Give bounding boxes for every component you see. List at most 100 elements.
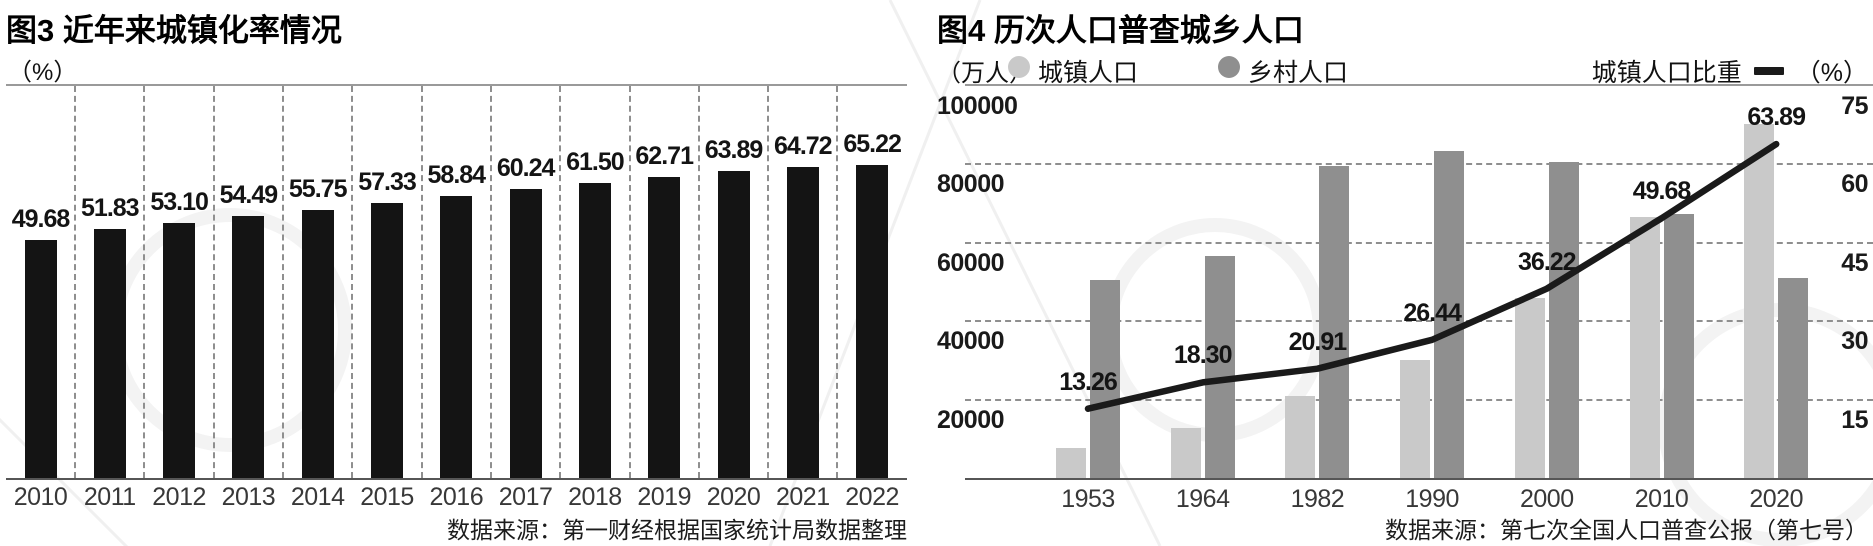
share-value-label: 63.89: [1747, 103, 1806, 132]
share-value-label: 13.26: [1059, 367, 1118, 396]
x-axis-label: 2016: [429, 483, 484, 511]
vgrid-line: [767, 86, 770, 478]
rural-bar-2020: [1778, 278, 1809, 478]
legend-urban-dot: [1008, 56, 1030, 78]
figure3-plot-area: 49.68 51.83 53.10 54.49 55.75 57.33 58.84 60.24…: [6, 84, 907, 480]
x-axis-label: 2011: [83, 483, 136, 511]
bar-2016: [440, 195, 473, 478]
urban-bar-1982: [1285, 395, 1316, 478]
legend-rural-dot: [1218, 56, 1240, 78]
hgrid-line: [965, 241, 1873, 244]
bar-value-label: 58.84: [427, 160, 487, 189]
vgrid-line: [628, 86, 631, 478]
x-axis-label: 2021: [775, 483, 830, 511]
x-axis-label: 2020: [1749, 485, 1803, 513]
figure4-title: 图4 历次人口普查城乡人口: [937, 13, 1304, 48]
x-axis-label: 1964: [1175, 485, 1230, 513]
legend-share-line: 城镇人口比重 （%）: [1592, 53, 1868, 89]
urban-bar-1990: [1400, 360, 1431, 478]
share-value-label: 49.68: [1632, 177, 1692, 206]
bar-2010: [24, 239, 57, 478]
bar-2021: [786, 167, 819, 478]
bar-2019: [648, 177, 681, 478]
figure4-right-axis-unit-label: （%）: [1795, 59, 1868, 87]
legend-urban-label: 城镇人口: [1038, 59, 1139, 87]
rural-bar-2000: [1548, 161, 1579, 478]
bar-2011: [93, 229, 126, 478]
urban-bar-1953: [1056, 447, 1086, 478]
bar-value-label: 57.33: [358, 167, 417, 196]
figure3-percent-unit-label: （%）: [8, 59, 78, 86]
x-axis-label: 2019: [637, 483, 691, 511]
vgrid-line: [212, 86, 215, 478]
vgrid-line: [143, 86, 146, 478]
bar-2018: [578, 182, 611, 478]
bar-2012: [163, 223, 196, 478]
urban-bar-2020: [1744, 124, 1775, 478]
y-axis-tick-left: 60000: [937, 248, 1005, 277]
bar-2020: [717, 171, 750, 478]
x-axis-label: 1982: [1290, 485, 1345, 513]
bar-value-label: 53.10: [150, 188, 209, 217]
rural-bar-2010: [1663, 213, 1694, 478]
y-axis-tick-right: 15: [1841, 405, 1868, 434]
bar-value-label: 54.49: [219, 181, 279, 210]
x-axis-label: 1990: [1405, 485, 1459, 513]
x-axis-label: 2017: [498, 483, 553, 511]
bar-value-label: 62.71: [635, 142, 694, 170]
vgrid-line: [697, 86, 700, 478]
x-axis-label: 2022: [845, 483, 899, 511]
legend-rural-label: 乡村人口: [1248, 59, 1349, 87]
y-axis-tick-right: 30: [1841, 327, 1868, 356]
urban-bar-2010: [1629, 216, 1660, 478]
vgrid-line: [836, 86, 839, 478]
vgrid-line: [420, 86, 423, 478]
bar-value-label: 60.24: [496, 153, 556, 182]
y-axis-tick-left: 80000: [937, 170, 1005, 199]
vgrid-line: [282, 86, 284, 478]
x-axis-label: 2012: [152, 483, 206, 511]
bar-value-label: 49.68: [11, 204, 71, 233]
urban-bar-1964: [1170, 428, 1201, 478]
vgrid-line: [559, 86, 562, 478]
y-axis-tick-left: 20000: [937, 405, 1005, 434]
figure3-title: 图3 近年来城镇化率情况: [6, 13, 342, 48]
share-value-label: 20.91: [1288, 327, 1348, 356]
bar-value-label: 51.83: [81, 194, 140, 223]
x-axis-label: 2000: [1519, 485, 1574, 513]
bar-2013: [232, 216, 265, 478]
urban-bar-2000: [1514, 298, 1545, 478]
y-axis-tick-left: 40000: [937, 327, 1005, 356]
x-axis-label: 1953: [1061, 485, 1115, 513]
legend-line-swatch-icon: [1753, 67, 1784, 75]
share-value-label: 26.44: [1403, 298, 1462, 327]
vgrid-line: [351, 86, 354, 478]
bar-value-label: 61.50: [566, 147, 625, 176]
figure4-source: 数据来源：第七次全国人口普查公报（第七号）: [1385, 517, 1868, 543]
x-axis-label: 2010: [13, 483, 68, 511]
x-axis-label: 2018: [568, 483, 622, 511]
legend-share-line-label: 城镇人口比重: [1591, 59, 1742, 87]
hgrid-line: [965, 163, 1873, 166]
y-axis-tick-right: 60: [1841, 170, 1868, 199]
bar-2017: [509, 188, 542, 478]
vgrid-line: [489, 86, 492, 478]
x-axis-label: 2015: [360, 483, 414, 511]
figure3-source: 数据来源：第一财经根据国家统计局数据整理: [447, 517, 907, 543]
vgrid-line: [74, 86, 77, 478]
bar-2014: [301, 210, 334, 478]
share-value-label: 18.30: [1173, 341, 1233, 370]
bar-value-label: 55.75: [288, 175, 348, 204]
x-axis-label: 2010: [1634, 485, 1689, 513]
y-axis-tick-right: 45: [1841, 248, 1868, 277]
bar-value-label: 63.89: [704, 136, 764, 165]
figure4-plot-area: 13.26 18.30 20.91 26.44 36.22 49.68 63.89: [965, 84, 1873, 480]
bar-value-label: 65.22: [843, 129, 902, 158]
x-axis-label: 2020: [706, 483, 761, 511]
share-value-label: 36.22: [1518, 247, 1577, 276]
y-axis-tick-right: 75: [1841, 92, 1868, 120]
y-axis-tick-left: 100000: [937, 92, 1018, 120]
